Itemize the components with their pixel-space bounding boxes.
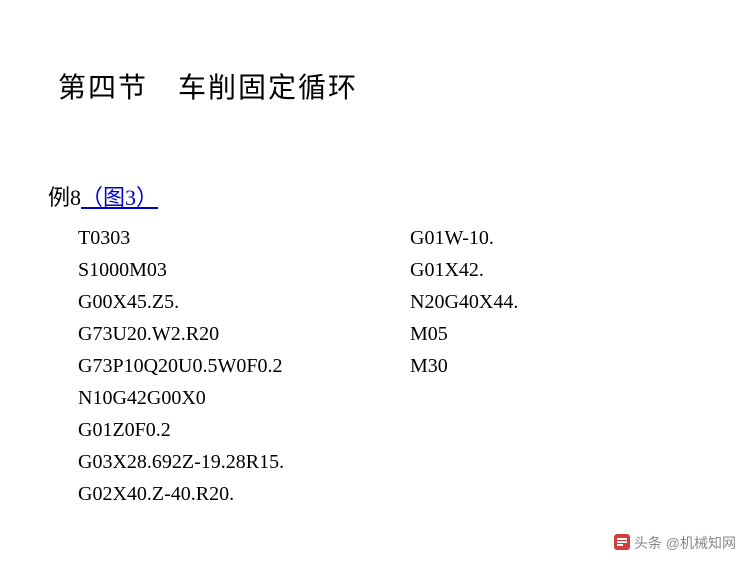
code-line: G73U20.W2.R20	[78, 318, 284, 350]
code-line: G01Z0F0.2	[78, 414, 284, 446]
code-column-1: T0303 S1000M03 G00X45.Z5. G73U20.W2.R20 …	[78, 222, 284, 510]
code-line: G02X40.Z-40.R20.	[78, 478, 284, 510]
code-line: M05	[410, 318, 518, 350]
code-column-2: G01W-10. G01X42. N20G40X44. M05 M30	[410, 222, 518, 382]
footer-handle: @机械知网	[666, 535, 736, 551]
code-line: N10G42G00X0	[78, 382, 284, 414]
example-prefix: 例8	[48, 185, 81, 210]
code-line: G03X28.692Z-19.28R15.	[78, 446, 284, 478]
section-title: 第四节 车削固定循环	[58, 66, 358, 106]
code-line: T0303	[78, 222, 284, 254]
slide-page: 第四节 车削固定循环 例8（图3） T0303 S1000M03 G00X45.…	[0, 0, 750, 562]
code-line: G01X42.	[410, 254, 518, 286]
watermark-footer: 头条 @机械知网	[614, 533, 736, 554]
code-line: G01W-10.	[410, 222, 518, 254]
code-line: G73P10Q20U0.5W0F0.2	[78, 350, 284, 382]
example-label: 例8（图3）	[48, 180, 158, 212]
toutiao-logo-icon	[614, 534, 630, 553]
code-line: G00X45.Z5.	[78, 286, 284, 318]
figure-link[interactable]: （图3）	[81, 185, 158, 210]
code-line: S1000M03	[78, 254, 284, 286]
footer-prefix: 头条	[634, 535, 666, 551]
code-line: N20G40X44.	[410, 286, 518, 318]
code-line: M30	[410, 350, 518, 382]
